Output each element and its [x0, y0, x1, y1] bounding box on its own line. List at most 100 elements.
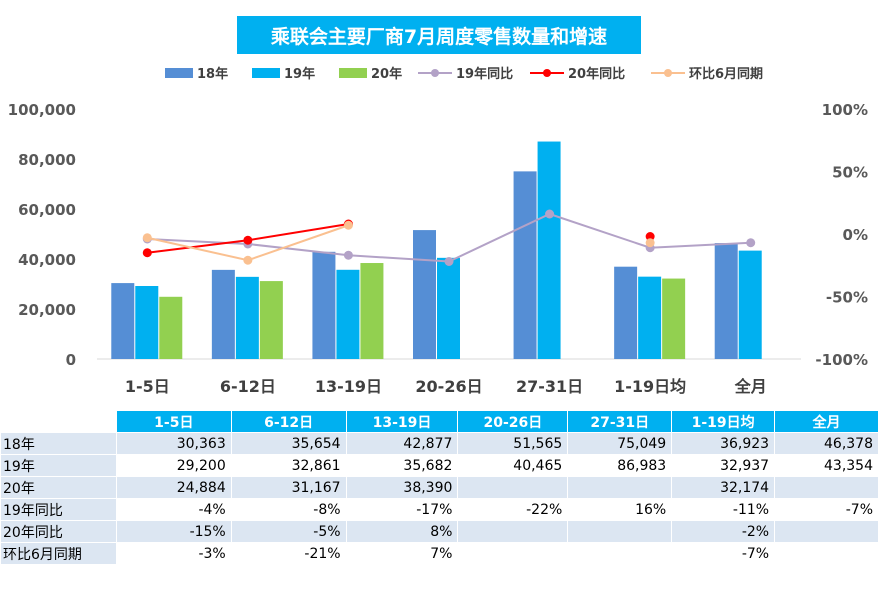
table-cell: -3% [115, 542, 232, 565]
row-label: 20年 [0, 476, 117, 499]
bar-19年 [738, 250, 762, 359]
table-header-cell: 6-12日 [230, 410, 347, 433]
legend-label: 18年 [197, 66, 228, 82]
x-category-label: 20-26日 [415, 377, 482, 396]
y-axis-left: 0 20,000 40,000 60,000 80,000 100,000 [8, 101, 76, 369]
bar-19年 [235, 276, 259, 359]
y-left-tick-label: 40,000 [18, 251, 76, 269]
x-axis-categories: 1-5日 6-12日 13-19日 20-26日 27-31日 1-19日均 全月 [125, 377, 767, 396]
bar-19年 [135, 286, 159, 359]
point-19年同比 [746, 238, 756, 248]
chart-canvas: 乘联会主要厂商7月周度零售数量和增速 18年 19年 20年 19年同比 20年同比 环比… [8, 16, 868, 396]
table-cell: 40,465 [457, 454, 569, 477]
y-left-tick-label: 80,000 [18, 151, 76, 169]
table-row: 20年 24,884 31,167 38,390 32,174 [0, 476, 879, 499]
lines-group [142, 209, 756, 266]
table-cell [567, 542, 673, 565]
point-20年同比 [142, 248, 152, 258]
x-category-label: 13-19日 [315, 377, 382, 396]
table-header-cell: 1-19日均 [671, 410, 776, 433]
bar-19年 [537, 141, 561, 359]
legend-marker [664, 69, 672, 77]
table-header-cell: 全月 [774, 410, 879, 433]
legend-swatch [339, 68, 367, 78]
bar-19年 [437, 257, 460, 359]
table-cell [774, 476, 879, 499]
table-cell: -21% [230, 542, 347, 565]
table-cell: 43,354 [774, 454, 879, 477]
table-cell: -17% [345, 498, 459, 521]
y-right-tick-label: 0% [843, 226, 868, 244]
table-cell: 24,884 [115, 476, 232, 499]
table-cell: -15% [115, 520, 232, 543]
table-cell: 32,861 [230, 454, 347, 477]
legend-swatch [165, 68, 193, 78]
legend-marker [543, 69, 551, 77]
chart-title-bg [237, 16, 641, 54]
table-row: 18年 30,363 35,654 42,877 51,565 75,049 3… [0, 432, 879, 455]
table-row: 19年 29,200 32,861 35,682 40,465 86,983 3… [0, 454, 879, 477]
table-cell: 31,167 [230, 476, 347, 499]
table-header-cell: 13-19日 [345, 410, 459, 433]
table-cell [457, 542, 569, 565]
y-axis-right: -100% -50% 0% 50% 100% [815, 101, 868, 369]
table-cell [774, 520, 879, 543]
legend-label: 环比6月同期 [689, 66, 763, 82]
row-label: 19年 [0, 454, 117, 477]
bar-20年 [159, 296, 183, 359]
table-header-cell: 1-5日 [115, 410, 232, 433]
point-19年同比 [444, 257, 454, 266]
table-cell: -2% [671, 520, 776, 543]
table-cell: 46,378 [774, 432, 879, 455]
y-left-tick-label: 60,000 [18, 201, 76, 219]
point-19年同比 [545, 209, 555, 219]
table-cell: -11% [671, 498, 776, 521]
legend-label: 20年 [371, 66, 402, 82]
row-label: 18年 [0, 432, 117, 455]
x-category-label: 1-19日均 [614, 377, 686, 396]
y-left-tick-label: 0 [66, 351, 76, 369]
table-cell: 29,200 [115, 454, 232, 477]
legend-label: 19年 [284, 66, 315, 82]
table-cell [457, 476, 569, 499]
bars-group [111, 141, 762, 359]
table-cell: 30,363 [115, 432, 232, 455]
table-cell: -7% [671, 542, 776, 565]
legend-marker [431, 69, 439, 77]
table-header-row: 1-5日 6-12日 13-19日 20-26日 27-31日 1-19日均 全… [0, 410, 879, 433]
bar-19年 [336, 269, 360, 359]
point-环比6月同期 [243, 255, 253, 265]
y-left-tick-label: 20,000 [18, 301, 76, 319]
y-right-tick-label: -100% [815, 351, 868, 369]
bar-20年 [360, 263, 384, 359]
bar-18年 [211, 269, 235, 359]
table-cell: 35,654 [230, 432, 347, 455]
x-category-label: 6-12日 [220, 377, 276, 396]
table-cell: 86,983 [567, 454, 673, 477]
data-table: 1-5日 6-12日 13-19日 20-26日 27-31日 1-19日均 全… [0, 410, 879, 565]
y-right-tick-label: 100% [822, 101, 868, 119]
table-cell: -4% [115, 498, 232, 521]
y-right-tick-label: -50% [826, 289, 868, 307]
bar-18年 [111, 283, 135, 359]
table-cell: 75,049 [567, 432, 673, 455]
y-left-tick-label: 100,000 [8, 101, 76, 119]
bar-18年 [714, 243, 738, 359]
legend: 18年 19年 20年 19年同比 20年同比 环比6月同期 [165, 66, 763, 82]
point-20年同比 [243, 235, 253, 245]
point-19年同比 [343, 250, 353, 260]
table-cell: 51,565 [457, 432, 569, 455]
table-cell: 38,390 [345, 476, 459, 499]
table-cell: 36,923 [671, 432, 776, 455]
legend-swatch [252, 68, 280, 78]
point-环比6月同期 [645, 238, 655, 248]
point-环比6月同期 [142, 233, 152, 243]
table-cell [457, 520, 569, 543]
bar-18年 [614, 266, 638, 359]
bar-18年 [413, 230, 436, 359]
bar-18年 [513, 171, 537, 359]
table-cell [774, 542, 879, 565]
x-category-label: 全月 [734, 377, 767, 396]
table-cell: 7% [345, 542, 459, 565]
table-corner [0, 410, 117, 433]
